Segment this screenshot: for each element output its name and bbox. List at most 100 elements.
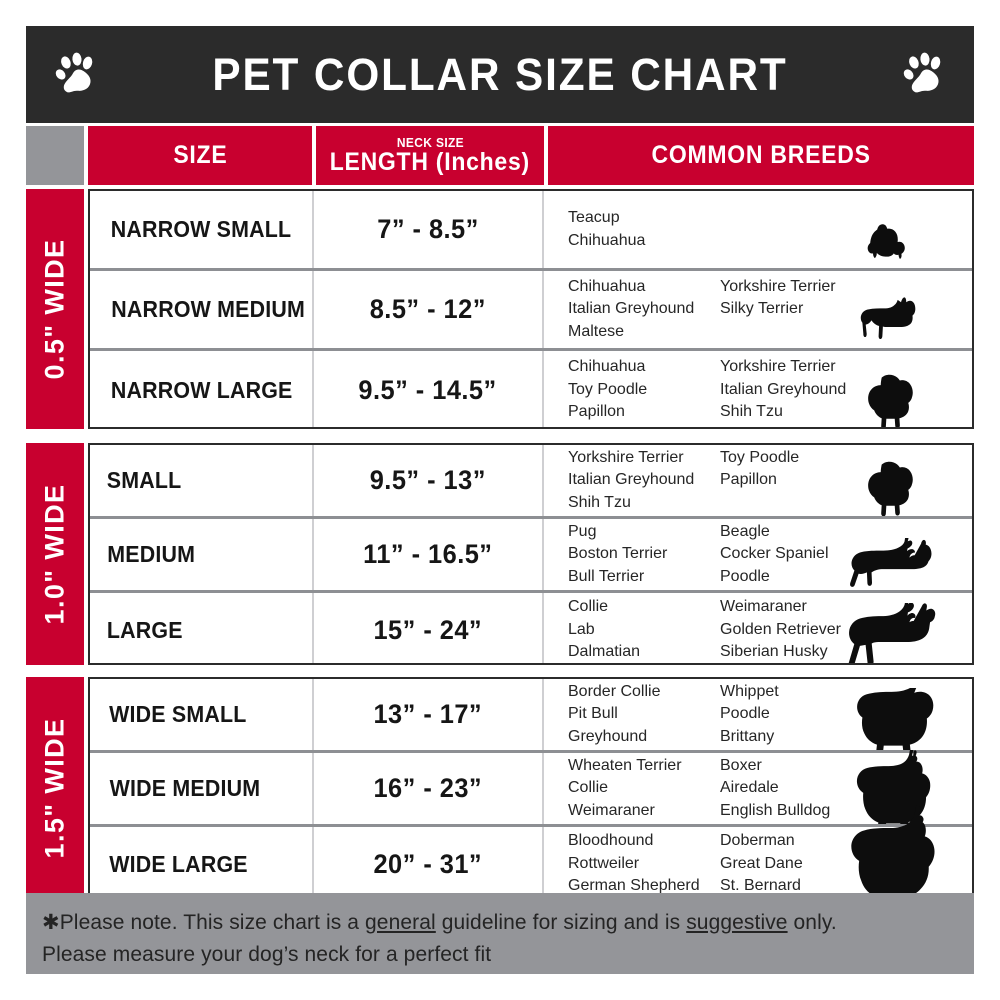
breed-column: Yorkshire Terrier Italian Greyhound Shih T… [720,356,872,423]
column-header-length-superlabel: NECK SIZE [396,135,464,150]
breed-name: Bloodhound [568,832,654,850]
cell-neck-length: 8.5” - 12” [312,271,544,348]
breed-column: Yorkshire Terrier Italian Greyhound Shih T… [568,447,720,514]
breed-name: Shih Tzu [720,403,783,421]
breed-name: Dalmatian [568,643,641,661]
breed-name: English Bulldog [720,801,831,819]
cell-size: WIDE LARGE [90,827,312,897]
cell-common-breeds: Yorkshire Terrier Italian Greyhound Shih T… [546,445,972,516]
breed-name: Greyhound [568,727,648,745]
breed-column: Border Collie Pit Bull Greyhound [568,681,720,748]
breed-name: Italian Greyhound [720,380,847,398]
footer-line1-part-c: only. [787,911,837,934]
group-width-label: 1.0" WIDE [26,443,84,665]
group-width-label-text: 1.0" WIDE [39,483,70,625]
breed-name: Border Collie [568,682,661,700]
cell-common-breeds: Teacup Chihuahua [546,191,972,268]
cell-neck-length: 9.5” - 13” [312,445,544,516]
cell-size-text: NARROW MEDIUM [111,296,306,322]
size-group-rows: WIDE SMALL 13” - 17” Border Collie Pit Bull… [88,677,974,899]
breed-name: Doberman [720,832,795,850]
column-header-spacer [26,126,84,185]
breed-name: Lab [568,620,595,638]
breed-name: Whippet [720,682,779,700]
breed-name: Yorkshire Terrier [568,448,684,466]
table-row[interactable]: LARGE 15” - 24” Collie Lab Dalmatian Weimaran… [90,593,972,663]
cell-neck-length: 9.5” - 14.5” [312,351,544,427]
group-width-label-text: 1.5" WIDE [39,717,70,859]
breed-name: Chihuahua [568,277,646,295]
pet-collar-size-chart: PET COLLAR SIZE CHART SIZE NECK SIZE LEN… [26,26,974,974]
paw-print-icon [52,50,100,98]
breed-name: Boston Terrier [568,545,668,563]
cell-size-text: NARROW SMALL [110,216,292,242]
breed-name: Weimaraner [720,598,807,616]
cell-common-breeds: Bloodhound Rottweiler German Shepherd Dober… [546,827,972,897]
breed-name: Boxer [720,756,762,774]
table-row[interactable]: NARROW MEDIUM 8.5” - 12” Chihuahua Italian … [90,271,972,351]
breed-column: Pug Boston Terrier Bull Terrier [568,521,720,588]
breed-name: Yorkshire Terrier [720,358,836,376]
cell-common-breeds: Wheaten Terrier Collie Weimaraner Boxer Aire… [546,753,972,824]
table-row[interactable]: WIDE MEDIUM 16” - 23” Wheaten Terrier Colli… [90,750,972,827]
cell-size: SMALL [90,445,312,516]
breed-name: Great Dane [720,854,803,872]
cell-neck-length-text: 7” - 8.5” [377,214,479,244]
breed-name: Collie [568,598,609,616]
cell-neck-length-text: 16” - 23” [373,773,483,803]
cell-size-text: WIDE LARGE [109,850,248,877]
breed-column: Chihuahua Toy Poodle Papillon [568,356,720,423]
cell-common-breeds: Chihuahua Italian Greyhound Maltese Yorkshi… [546,271,972,348]
cell-neck-length: 16” - 23” [312,753,544,824]
cell-common-breeds: Pug Boston Terrier Bull Terrier Beagle Cocke… [546,519,972,590]
table-row[interactable]: SMALL 9.5” - 13” Yorkshire Terrier Italian … [90,445,972,519]
cell-common-breeds: Collie Lab Dalmatian Weimaraner Golden Retri… [546,593,972,663]
paw-print-icon [900,50,948,98]
breed-name: Siberian Husky [720,643,828,661]
cell-size-text: SMALL [106,467,182,493]
cell-size: WIDE MEDIUM [90,753,312,824]
breed-name: Toy Poodle [568,380,648,398]
breed-name: Papillon [568,403,625,421]
breed-column: Collie Lab Dalmatian [568,596,720,663]
breed-name: Collie [568,779,609,797]
breed-name: Cocker Spaniel [720,545,829,563]
table-row[interactable]: NARROW SMALL 7” - 8.5” Teacup Chihuahua [90,191,972,271]
cell-size-text: MEDIUM [107,541,196,567]
column-header-breeds: COMMON BREEDS [548,126,974,185]
breed-name: Chihuahua [568,231,646,249]
breed-column: Chihuahua Italian Greyhound Maltese [568,276,720,343]
cell-neck-length: 15” - 24” [312,593,544,663]
breed-name: Silky Terrier [720,300,804,318]
cell-common-breeds: Border Collie Pit Bull Greyhound Whippet Poo… [546,679,972,750]
cell-neck-length: 13” - 17” [312,679,544,750]
breed-column: Teacup Chihuahua [568,207,720,252]
cell-size-text: LARGE [106,616,183,643]
cell-size-text: NARROW LARGE [110,376,293,403]
table-row[interactable]: NARROW LARGE 9.5” - 14.5” Chihuahua Toy Poo… [90,351,972,427]
column-header-size: SIZE [88,126,312,185]
table-row[interactable]: WIDE LARGE 20” - 31” Bloodhound Rottweiler G… [90,805,972,897]
size-group-rows: SMALL 9.5” - 13” Yorkshire Terrier Italian … [88,443,974,665]
group-width-label: 1.5" WIDE [26,677,84,899]
footer-underline-general: general [365,911,436,934]
breed-name: Shih Tzu [568,493,631,511]
breed-name: Airedale [720,779,779,797]
column-header-size-label: SIZE [172,141,228,169]
cell-neck-length-text: 9.5” - 13” [369,465,487,495]
breed-name: Bull Terrier [568,567,645,585]
breed-name: Yorkshire Terrier [720,277,836,295]
table-row[interactable]: MEDIUM 11” - 16.5” Pug Boston Terrier Bull T… [90,519,972,593]
footer-line2: Please measure your dog’s neck for a per… [42,942,492,966]
breed-name: Pit Bull [568,705,618,723]
breed-name: Maltese [568,322,625,340]
breed-name: Papillon [720,471,777,489]
breed-name: Beagle [720,522,770,540]
table-column-headers: SIZE NECK SIZE LENGTH (Inches) COMMON BR… [26,126,974,185]
cell-neck-length: 20” - 31” [312,827,544,897]
cell-neck-length-text: 13” - 17” [373,699,483,729]
cell-size: NARROW MEDIUM [90,271,312,348]
cell-neck-length-text: 20” - 31” [373,848,483,879]
breed-name: Italian Greyhound [568,471,695,489]
table-row[interactable]: WIDE SMALL 13” - 17” Border Collie Pit Bull… [90,679,972,753]
